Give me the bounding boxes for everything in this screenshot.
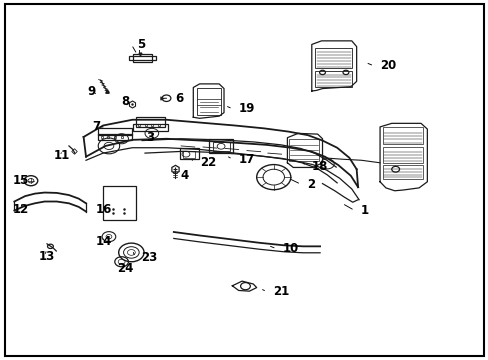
Text: 9: 9: [87, 85, 96, 98]
Bar: [382, 127, 422, 144]
Text: 23: 23: [141, 251, 157, 264]
Bar: [183, 150, 195, 158]
Bar: [382, 165, 422, 179]
Text: 21: 21: [272, 285, 288, 298]
Text: 12: 12: [13, 203, 29, 216]
Bar: [129, 55, 156, 60]
Text: 20: 20: [379, 59, 395, 72]
Bar: [315, 48, 351, 68]
Bar: [98, 128, 132, 135]
Text: 8: 8: [122, 95, 130, 108]
Text: 19: 19: [238, 103, 255, 116]
Text: 22: 22: [199, 156, 215, 169]
Text: 13: 13: [39, 249, 55, 262]
Bar: [289, 139, 318, 161]
Bar: [133, 54, 152, 62]
Bar: [136, 117, 164, 127]
Bar: [315, 71, 351, 87]
Bar: [98, 134, 132, 140]
Text: 6: 6: [175, 92, 183, 105]
Bar: [382, 147, 422, 163]
Text: 5: 5: [137, 38, 145, 51]
Bar: [209, 139, 232, 153]
Text: 14: 14: [96, 235, 112, 248]
Bar: [180, 148, 198, 159]
Text: 2: 2: [306, 178, 314, 191]
Text: 18: 18: [311, 160, 327, 173]
Bar: [103, 186, 136, 220]
Text: 17: 17: [238, 153, 254, 166]
Text: 16: 16: [96, 203, 112, 216]
Text: 24: 24: [117, 262, 133, 275]
Bar: [197, 88, 220, 115]
Bar: [133, 124, 167, 131]
Bar: [212, 142, 229, 151]
Text: 15: 15: [13, 174, 29, 187]
Text: 3: 3: [146, 131, 154, 144]
Text: 11: 11: [53, 149, 69, 162]
Text: 1: 1: [360, 204, 368, 217]
Text: 10: 10: [282, 242, 298, 255]
Text: 7: 7: [92, 121, 101, 134]
Text: 4: 4: [180, 169, 188, 182]
